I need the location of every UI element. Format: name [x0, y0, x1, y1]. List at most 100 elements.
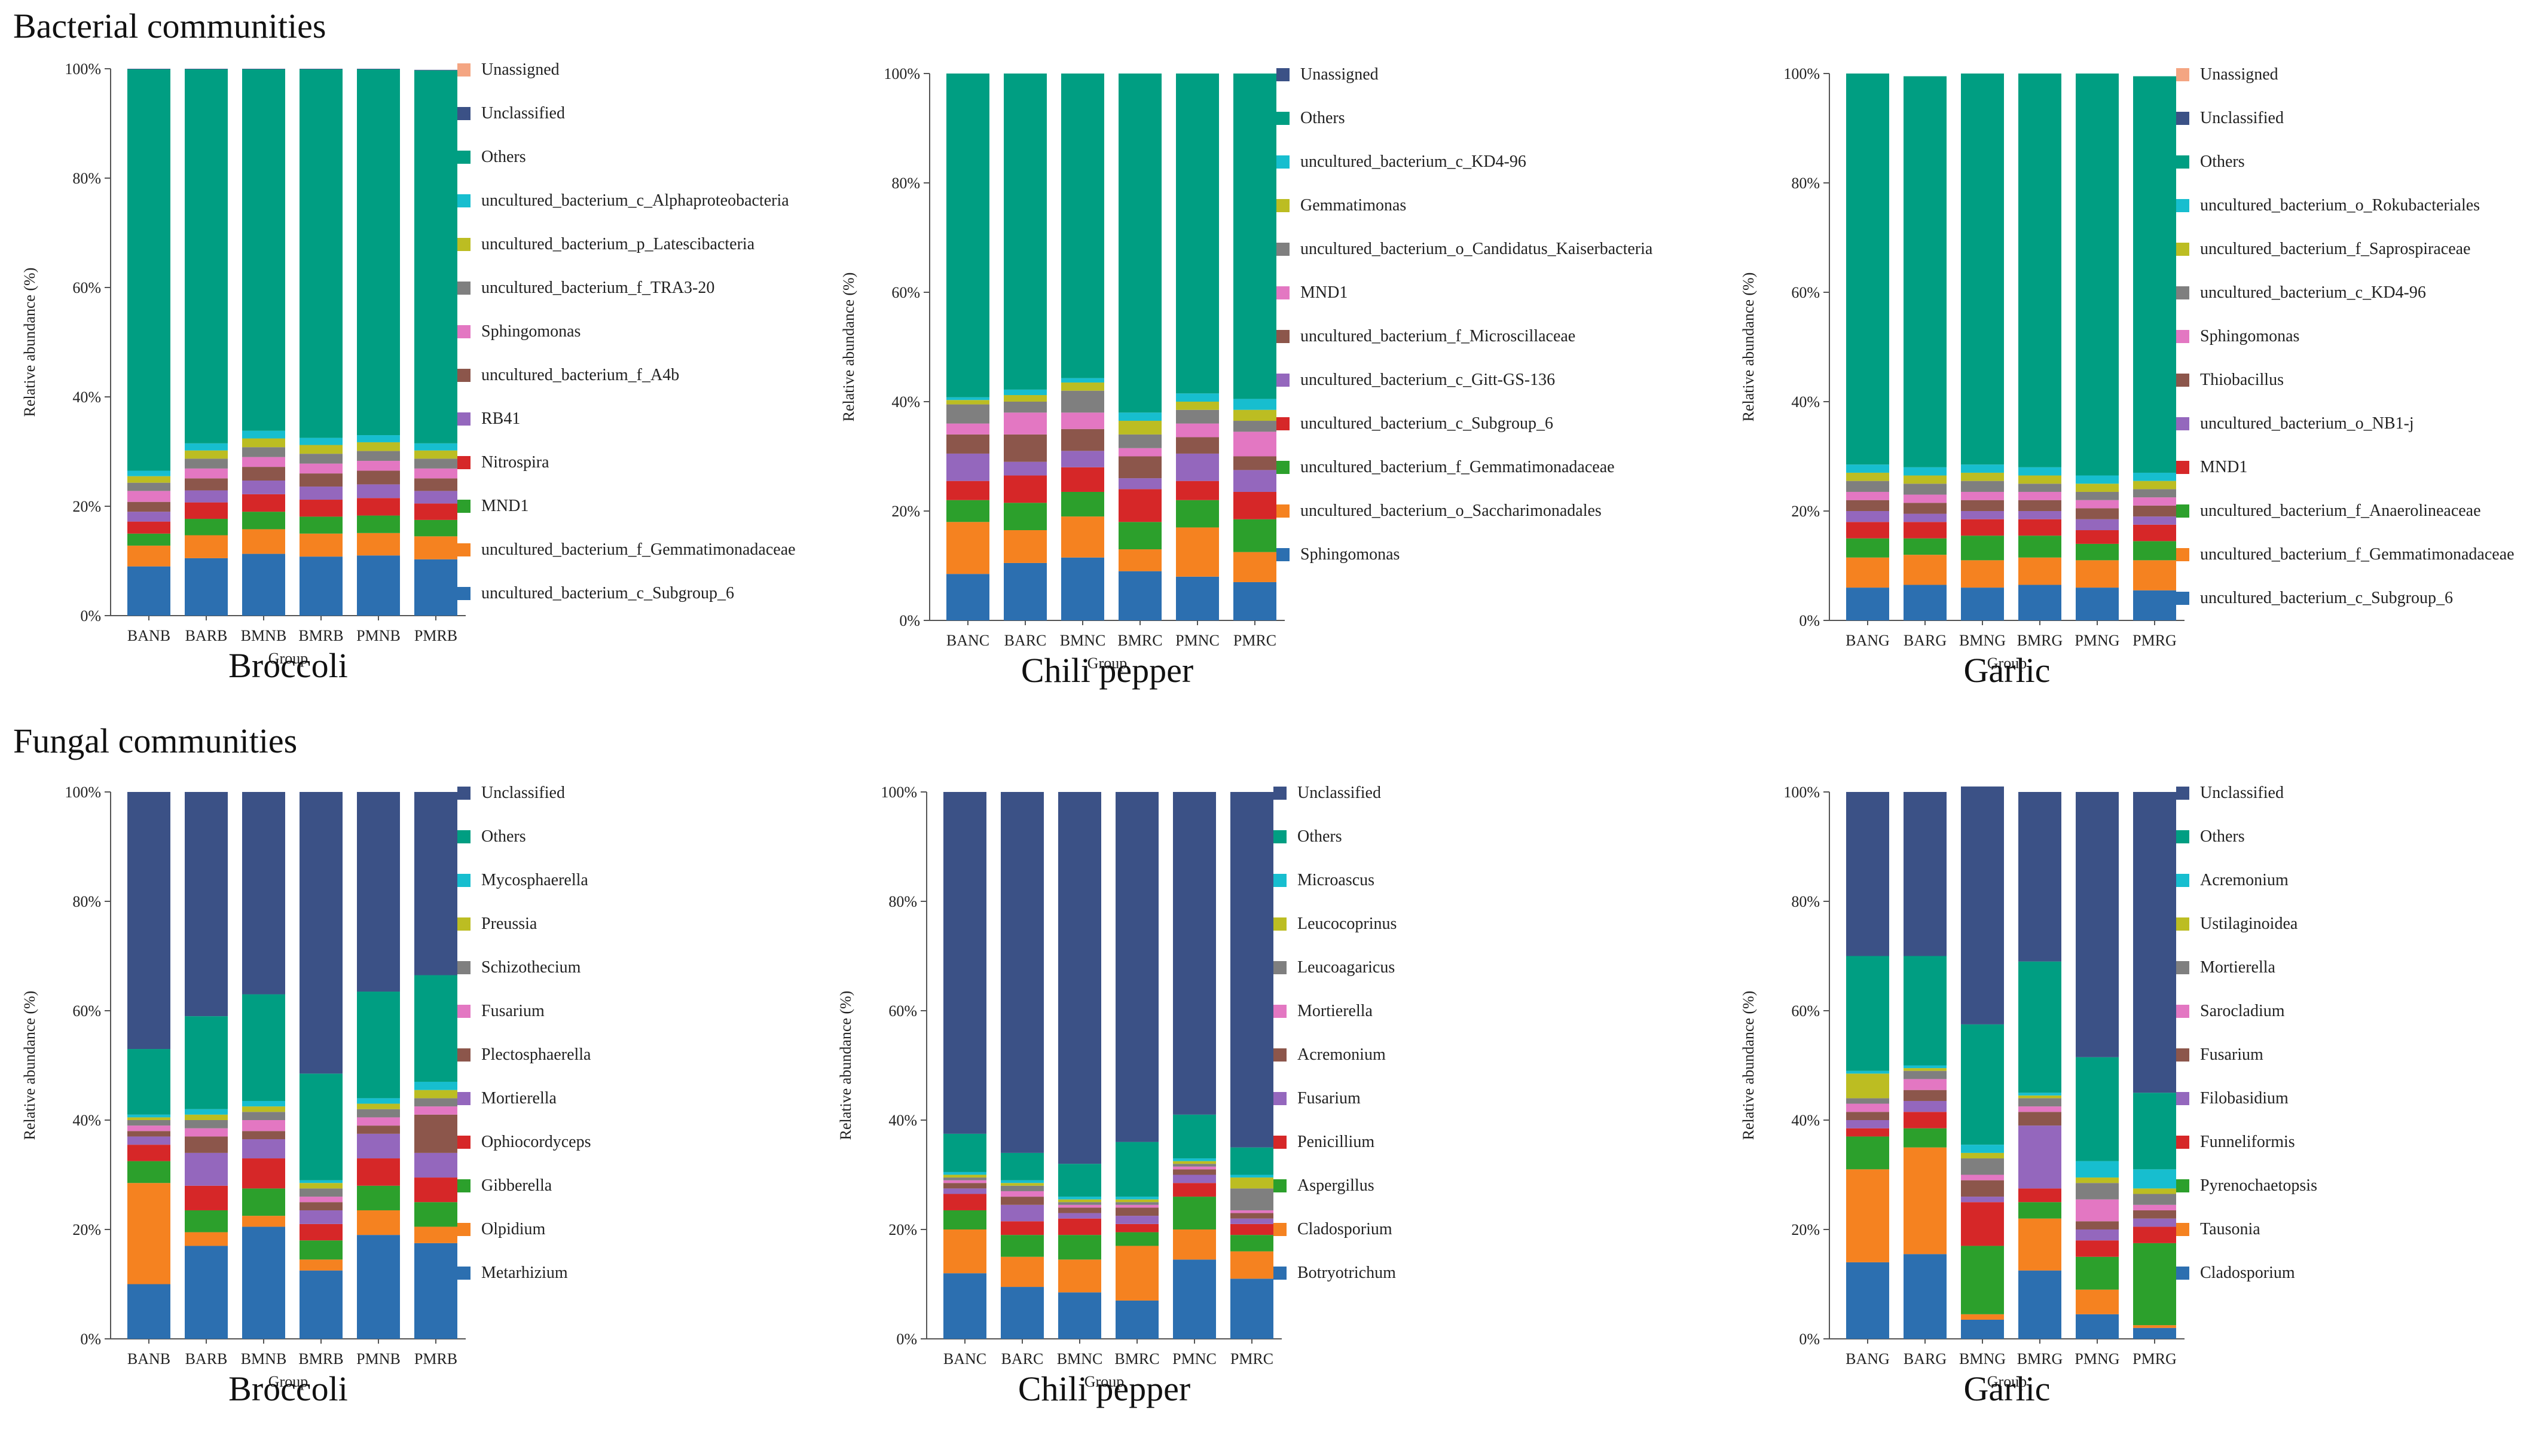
bar-segment-bmng-uncultured-bacterium-f-gemmatimonadaceae: [1961, 560, 2004, 588]
legend-label: uncultured_bacterium_f_Saprospiraceae: [2200, 240, 2471, 258]
bar-segment-bmnc-acremonium: [1058, 1207, 1101, 1213]
bar-segment-barc-uncultured-bacterium-c-kd4-96: [1004, 389, 1047, 396]
legend-item-plectosphaerella: Plectosphaerella: [457, 1045, 861, 1069]
bar-segment-barg-fusarium: [1904, 1090, 1947, 1101]
legend-swatch: [457, 63, 471, 77]
bar-segment-bmrb-gibberella: [300, 1240, 343, 1260]
y-axis-title: Relative abundance (%): [21, 268, 38, 417]
legend-label: Acremonium: [2200, 871, 2289, 889]
bar-segment-barg-uncultured-bacterium-c-subgroup-6: [1904, 585, 1947, 620]
bar-segment-bmnc-uncultured-bacterium-c-subgroup-6: [1061, 467, 1104, 492]
chart-svg: 0% 20% 40% 60% 80% 100% Relative abundance (%)…: [840, 65, 1285, 672]
bar-segment-bmng-sphingomonas: [1961, 491, 2004, 500]
bar-segment-pmrb-unclassified: [414, 69, 457, 71]
bar-segment-barb-mnd1: [185, 519, 228, 536]
legend-item-botryotrichum: Botryotrichum: [1273, 1263, 1677, 1287]
bar-segment-bmng-sarocladium: [1961, 1174, 2004, 1180]
y-tick-label: 100%: [881, 784, 917, 801]
legend-label: Others: [481, 827, 526, 846]
x-tick-label-bmnb: BMNB: [241, 627, 287, 644]
bar-segment-banc-others: [943, 1133, 986, 1172]
legend-label: Mortierella: [481, 1089, 557, 1108]
legend-swatch: [2176, 461, 2189, 474]
bar-segment-pmrc-sphingomonas: [1233, 582, 1276, 620]
bar-segment-pmng-ustilaginoidea: [2076, 1177, 2119, 1183]
bar-stack-bmnc: [1061, 74, 1104, 620]
bar-segment-banc-uncultured-bacterium-f-gemmatimonadaceae: [946, 500, 989, 522]
x-tick-label-banb: BANB: [127, 1350, 170, 1368]
bar-segment-banb-schizothecium: [127, 1120, 170, 1126]
bar-segment-pmnc-cladosporium: [1173, 1229, 1216, 1260]
bar-segment-bmng-acremonium: [1961, 1145, 2004, 1153]
bar-segment-pmrg-tausonia: [2133, 1325, 2176, 1328]
bar-segment-bmng-others: [1961, 1024, 2004, 1145]
legend-label: uncultured_bacterium_c_KD4-96: [2200, 283, 2426, 302]
bar-segment-bmng-mortierella: [1961, 1158, 2004, 1175]
bar-segment-bmrb-mortierella: [300, 1210, 343, 1224]
legend-label: uncultured_bacterium_o_Candidatus_Kaiser…: [1300, 240, 1653, 258]
bar-segment-barc-leucocoprinus: [1001, 1183, 1044, 1186]
bar-segment-pmnb-gibberella: [357, 1185, 400, 1210]
legend-swatch: [1276, 461, 1290, 474]
bar-segment-pmrb-uncultured-bacterium-f-tra3-20: [414, 458, 457, 469]
legend-swatch: [2176, 830, 2189, 843]
bar-segment-barg-pyrenochaetopsis: [1904, 1128, 1947, 1148]
bar-segment-pmnc-unclassified: [1173, 792, 1216, 1115]
legend-label: uncultured_bacterium_f_Gemmatimonadaceae: [2200, 545, 2515, 564]
bar-segment-pmrb-nitrospira: [414, 503, 457, 520]
bar-segment-pmnc-mortierella: [1173, 1166, 1216, 1170]
bar-stack-pmrc: [1230, 792, 1273, 1339]
legend-label: uncultured_bacterium_f_Microscillaceae: [1300, 327, 1576, 345]
bar-segment-bmrc-uncultured-bacterium-c-subgroup-6: [1119, 489, 1162, 522]
legend-label: Schizothecium: [481, 958, 581, 977]
bar-segment-bmnc-uncultured-bacterium-f-gemmatimonadaceae: [1061, 491, 1104, 517]
legend-swatch: [457, 1005, 471, 1018]
bar-segment-pmrg-mortierella: [2133, 1194, 2176, 1205]
bar-segment-bmng-unclassified: [1961, 786, 2004, 1024]
bar-segment-bmnb-uncultured-bacterium-c-subgroup-6: [242, 553, 285, 616]
bar-segment-bmnb-mortierella: [242, 1139, 285, 1159]
legend-swatch: [2176, 917, 2189, 931]
bar-segment-pmrg-fusarium: [2133, 1210, 2176, 1219]
panel-title: Broccoli: [228, 1369, 348, 1408]
legend-item-mnd1: MND1: [2176, 457, 2548, 481]
bar-segment-pmng-sphingomonas: [2076, 500, 2119, 509]
chart-svg: 0% 20% 40% 60% 80% 100% Relative abundance (%)…: [837, 784, 1282, 1390]
bar-segment-barg-uncultured-bacterium-o-rokubacteriales: [1904, 467, 1947, 476]
bar-segment-barc-leucoagaricus: [1001, 1185, 1044, 1191]
legend-label: Unclassified: [2200, 109, 2284, 127]
legend-swatch: [1273, 1092, 1287, 1105]
bar-stack-pmrb: [414, 792, 457, 1339]
bar-segment-bmnb-unclassified: [242, 792, 285, 995]
bar-stack-barg: [1904, 792, 1947, 1339]
legend-label: Others: [1297, 827, 1342, 846]
y-tick-label: 80%: [1791, 175, 1820, 192]
bar-segment-pmnb-fusarium: [357, 1117, 400, 1126]
legend-swatch: [2176, 1092, 2189, 1105]
x-tick-label-pmnb: PMNB: [356, 627, 401, 644]
bar-segment-barg-mnd1: [1904, 522, 1947, 539]
bar-segment-pmng-filobasidium: [2076, 1229, 2119, 1241]
y-tick-label: 20%: [1791, 1221, 1820, 1238]
bar-stack-barg: [1904, 76, 1947, 620]
bar-stack-bmng: [1961, 786, 2004, 1339]
legend-item-pyrenochaetopsis: Pyrenochaetopsis: [2176, 1176, 2548, 1200]
legend-item-others: Others: [1273, 827, 1677, 851]
legend-item-uncultured-bacterium-o-nb1-j: uncultured_bacterium_o_NB1-j: [2176, 414, 2548, 438]
bar-segment-barg-uncultured-bacterium-o-nb1-j: [1904, 513, 1947, 522]
legend-swatch: [457, 917, 471, 931]
panel-title: Chili pepper: [1021, 651, 1194, 690]
bar-segment-pmnc-uncultured-bacterium-f-gemmatimonadaceae: [1176, 500, 1219, 528]
bar-segment-pmrg-thiobacillus: [2133, 505, 2176, 517]
y-tick-label: 60%: [1791, 284, 1820, 301]
bar-stack-bmrb: [300, 69, 343, 616]
x-tick-label-banc: BANC: [946, 632, 989, 649]
legend-item-uncultured-bacterium-c-gitt-gs-136: uncultured_bacterium_c_Gitt-GS-136: [1276, 370, 1680, 394]
bar-stack-pmrb: [414, 69, 457, 616]
bar-segment-barg-funneliformis: [1904, 1112, 1947, 1128]
x-tick-label-pmrb: PMRB: [414, 1350, 457, 1368]
x-tick-label-pmrc: PMRC: [1230, 1350, 1273, 1368]
y-tick-label: 20%: [72, 498, 101, 515]
bar-segment-pmnc-uncultured-bacterium-c-kd4-96: [1176, 393, 1219, 402]
y-tick-label: 80%: [72, 893, 101, 910]
